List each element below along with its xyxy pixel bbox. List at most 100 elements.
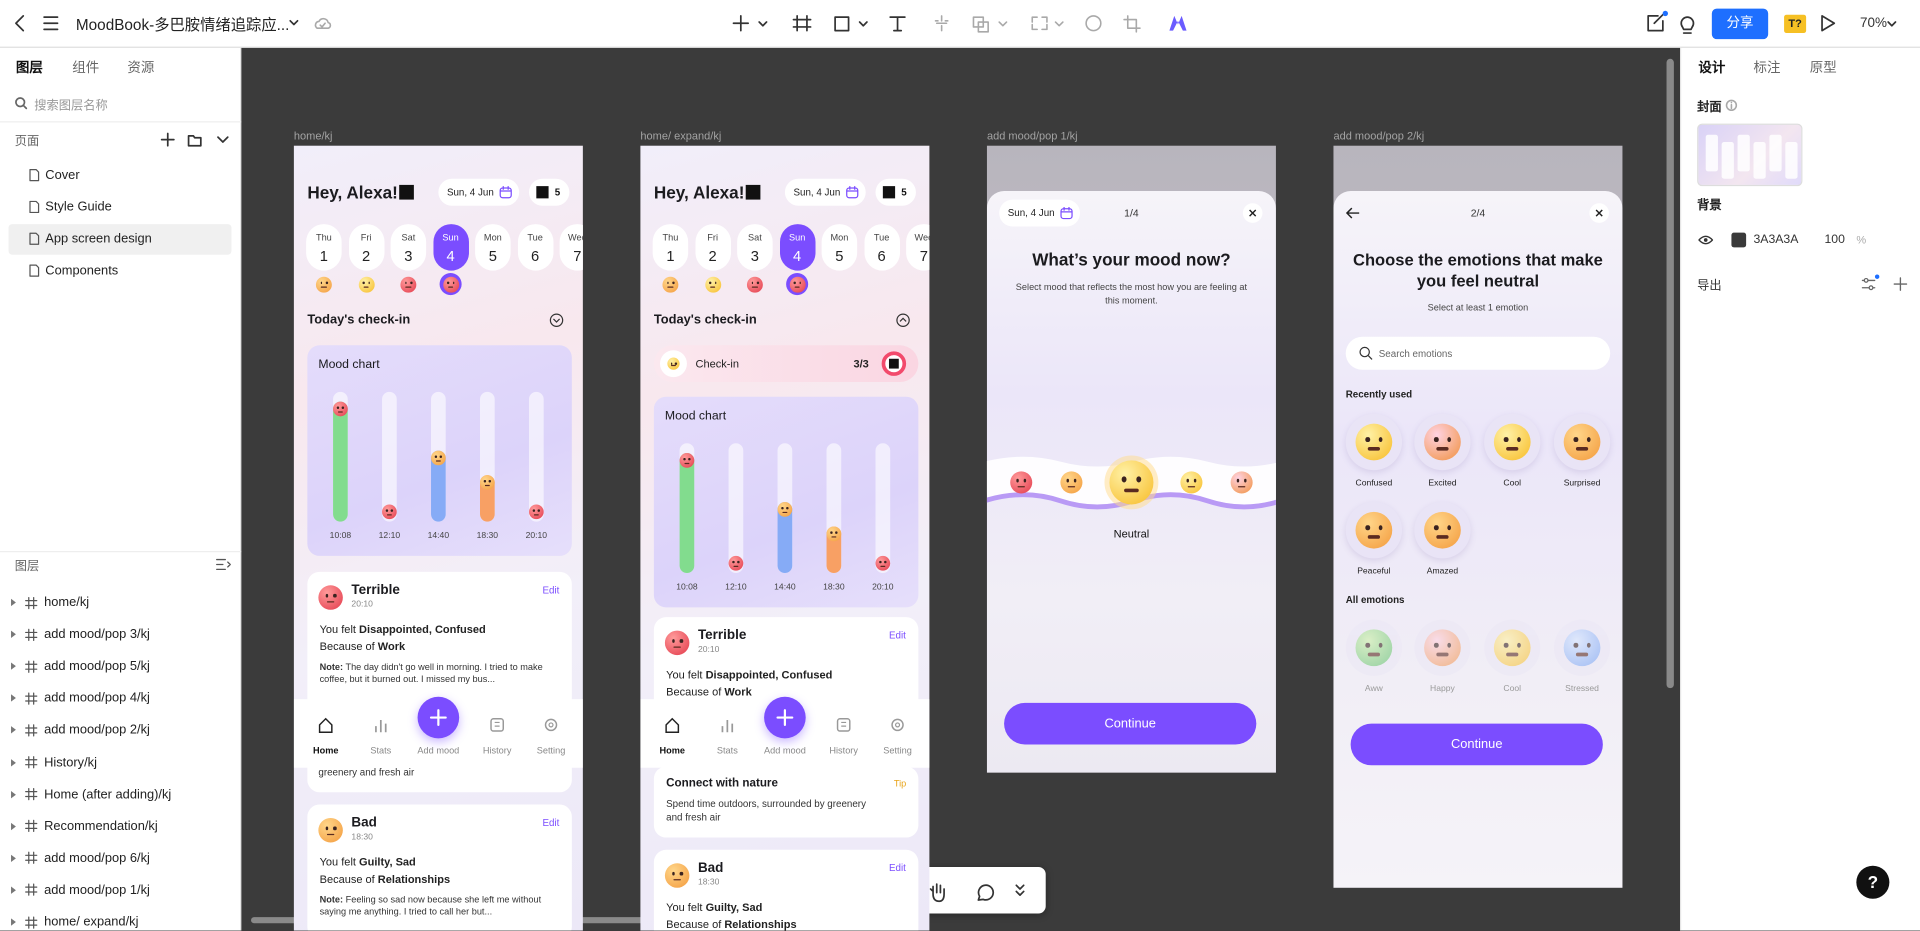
emoji-eye [1516,642,1521,648]
add-mood-button[interactable] [764,696,806,739]
emotion-bubble[interactable] [1345,619,1403,676]
day-pill[interactable]: Sun 4 [432,224,469,271]
panel-tab[interactable]: 资源 [127,61,155,76]
fill-opacity[interactable]: 100 [1824,233,1845,247]
nav-label[interactable]: Setting [536,745,566,757]
panel-tab[interactable]: 标注 [1753,61,1781,76]
entry-edit[interactable]: Edit [542,817,560,829]
frame-icon[interactable] [792,15,812,32]
search-box[interactable]: Search emotions [1345,336,1611,370]
entry-edit[interactable]: Edit [888,862,906,874]
nav-label[interactable]: Home [312,745,339,757]
play-icon[interactable] [1821,15,1836,32]
rect-icon[interactable] [834,16,868,32]
icon [25,788,38,801]
layer-item[interactable]: Home (after adding)/kj [44,786,172,802]
day-pill[interactable]: Sat 3 [737,224,773,271]
zoom-level[interactable]: 70% [1860,15,1887,31]
layer-item[interactable]: add mood/pop 1/kj [44,882,150,898]
nav-label[interactable]: Add mood [417,745,460,757]
emotion-bubble[interactable] [1484,619,1541,676]
vertical-scrollbar[interactable] [1666,58,1674,689]
more-tool[interactable] [1015,884,1025,896]
nav-label[interactable]: Add mood [763,745,806,757]
text-icon[interactable] [889,16,906,32]
menu-icon[interactable] [43,16,59,31]
page-item[interactable]: Components [45,263,119,278]
nav-label[interactable]: Stats [716,745,738,757]
emotion-bubble[interactable] [1553,619,1611,676]
fill-hex[interactable]: 3A3A3A [1753,233,1799,247]
day-pill[interactable]: Fri 2 [348,224,384,271]
date-pill[interactable]: Sun, 4 Jun [999,199,1080,227]
add-mood-button[interactable] [417,696,460,739]
thumbnail-screen [1769,134,1782,172]
chart-fill [777,502,793,574]
layer-item[interactable]: Recommendation/kj [44,818,158,834]
emotion-bubble[interactable] [1414,619,1471,676]
file-chevron[interactable] [289,19,299,26]
day-pill[interactable]: Mon 5 [821,224,858,271]
layer-item[interactable]: home/kj [44,595,90,610]
page-item[interactable]: Style Guide [45,199,112,215]
emoji [358,276,375,293]
frame-label[interactable]: home/ expand/kj [640,129,722,143]
nav-label[interactable]: Stats [370,745,392,757]
entry-edit[interactable]: Edit [888,630,906,642]
page-item[interactable]: Cover [45,167,80,183]
day-pill[interactable]: Wed 7 [559,224,583,271]
zoom-chevron[interactable] [1887,21,1897,27]
help-button[interactable]: ? [1856,865,1890,899]
nav-label[interactable]: History [482,745,512,757]
date-pill[interactable]: Sun, 4 Jun [784,178,866,206]
frame-label[interactable]: home/kj [293,129,333,143]
emoji-mouth [533,513,539,516]
ai-logo[interactable] [1169,15,1187,31]
panel-tab[interactable]: 组件 [72,61,100,76]
entry-edit[interactable]: Edit [542,584,560,596]
day-pill[interactable]: Thu 1 [652,224,689,271]
bulb-icon[interactable] [1680,16,1695,34]
day-pill[interactable]: Fri 2 [694,224,731,271]
day-pill[interactable]: Sat 3 [390,224,427,271]
nav-label[interactable]: History [829,745,858,757]
cover-thumbnail[interactable] [1697,123,1803,187]
avatar[interactable]: T? [1784,14,1807,34]
day-pill[interactable]: Wed 7 [906,224,930,271]
continue-button[interactable]: Continue [1350,723,1603,766]
layer-item[interactable]: home/ expand/kj [44,914,139,930]
nav-label[interactable]: Setting [883,745,912,757]
day-pill[interactable]: Mon 5 [475,224,511,271]
share-label[interactable]: 分享 [1726,15,1754,31]
layer-item[interactable]: add mood/pop 3/kj [44,627,150,642]
layer-item[interactable]: add mood/pop 2/kj [44,722,150,738]
layer-item[interactable]: add mood/pop 5/kj [44,659,150,674]
day-pill[interactable]: Tue 6 [517,224,553,271]
add-icon[interactable] [732,15,768,32]
panel-tab[interactable]: 原型 [1809,61,1837,76]
comment-tool[interactable] [977,884,995,901]
publish-icon[interactable] [1647,13,1664,32]
panel-tab[interactable]: 设计 [1698,61,1726,76]
nav-label[interactable]: Home [659,745,686,757]
icon [891,718,904,732]
emoji-mouth [1367,652,1380,656]
page-item[interactable]: App screen design [45,231,152,247]
share-button[interactable]: 分享 [1711,8,1769,40]
layer-search[interactable]: 搜索图层名称 [34,99,108,114]
layer-item[interactable]: History/kj [44,754,97,770]
expand-arrow [11,790,17,798]
panel-tab[interactable]: 图层 [15,61,43,76]
frame-label[interactable]: add mood/pop 1/kj [986,129,1078,143]
day-pill[interactable]: Sun 4 [779,224,815,271]
back-icon[interactable] [15,15,25,32]
file-name[interactable]: MoodBook-多巴胺情绪追踪应... [75,16,290,34]
frame-label[interactable]: add mood/pop 2/kj [1333,129,1425,143]
layer-item[interactable]: add mood/pop 6/kj [44,850,150,866]
day-pill[interactable]: Thu 1 [306,224,342,271]
layer-item[interactable]: add mood/pop 4/kj [44,690,150,706]
hand-tool[interactable] [929,883,945,903]
date-pill[interactable]: Sun, 4 Jun [438,178,520,206]
day-pill[interactable]: Tue 6 [863,224,900,271]
continue-button[interactable]: Continue [1004,702,1257,745]
